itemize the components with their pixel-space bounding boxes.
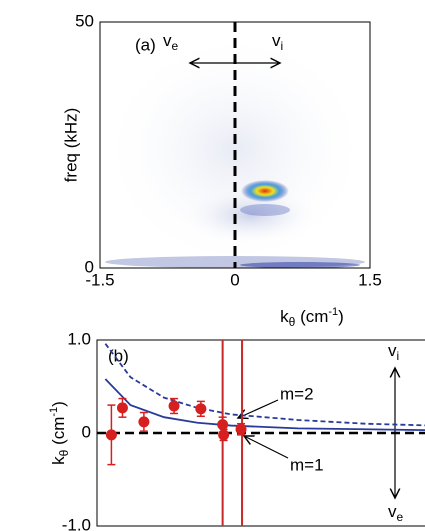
y-tick-label: 50 [75,11,94,30]
x-tick-label: 0 [92,528,101,531]
y-axis-label: freq (kHz) [61,108,80,183]
label-part: ) [338,307,344,326]
label-part: θ [57,449,71,456]
label-part: ) [49,401,68,407]
panel-label: (b) [108,346,129,365]
data-point [218,429,230,441]
y-tick-label: 0 [85,257,94,276]
y-tick-label: 0 [82,422,91,441]
model-curve [104,343,425,427]
label-part: -1 [328,306,338,318]
x-tick-label: 0 [230,270,239,289]
x-axis-label: r/a [235,528,255,531]
annotation: vi [388,341,399,363]
annotation: ve [388,502,404,524]
y-tick-label: -1.0 [62,515,91,531]
panel-label: (a) [135,35,156,54]
label-part: θ [289,315,296,329]
data-point [168,400,180,412]
x-axis-label: kθ (cm-1) [280,306,344,329]
panel: 01-1.001.0r/akθ (cm-1)m=2m=1 [48,329,425,531]
data-point [116,402,128,414]
pointer-arrow [244,436,289,459]
label-part: (cm [295,307,328,326]
data-point [235,423,247,435]
annotation: vi [272,31,283,53]
data-point [138,416,150,428]
model-curve [104,378,425,432]
y-tick-label: 1.0 [67,329,91,348]
label-part: k [280,307,289,326]
y-axis-label: kθ (cm-1) [48,401,71,465]
legend-label: m=1 [290,455,324,474]
data-point [195,403,207,415]
label-part: -1 [48,407,60,417]
legend-label: m=2 [280,384,314,403]
label-part: k [49,456,68,465]
x-tick-label: -1.5 [85,270,114,289]
data-point [105,429,117,441]
label-part: (cm [49,417,68,450]
x-tick-label: 1.5 [358,270,382,289]
annotation: ve [163,31,179,53]
data-point [217,419,229,431]
